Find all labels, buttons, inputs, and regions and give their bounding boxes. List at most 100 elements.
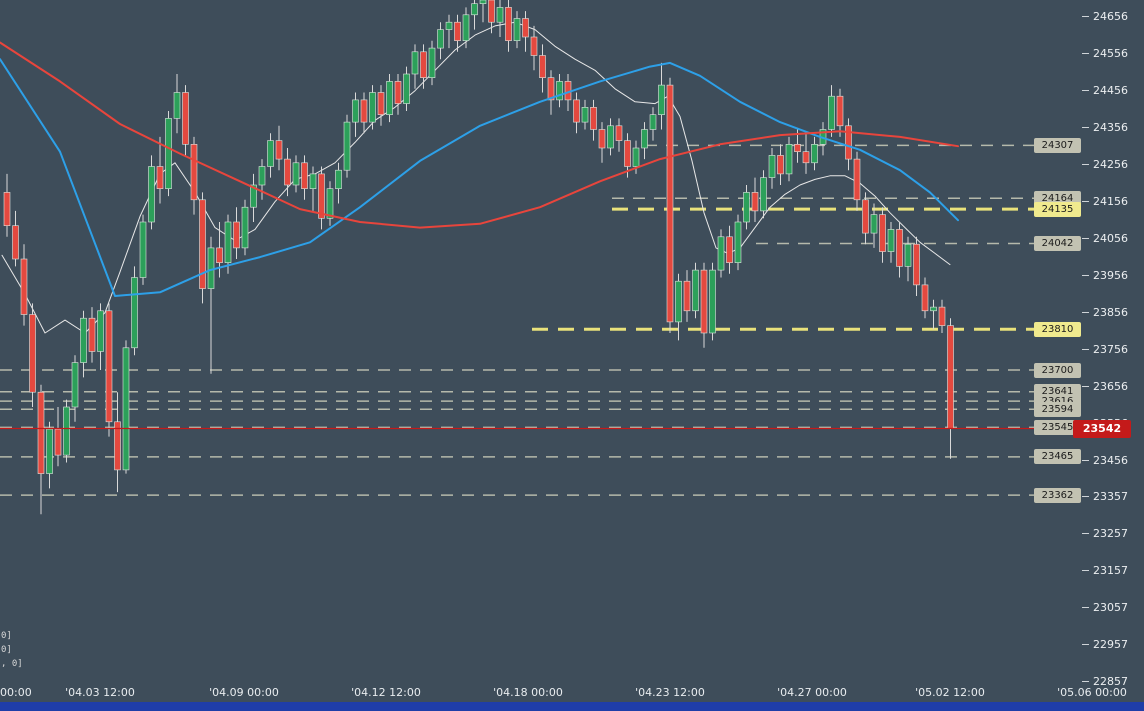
candle-body [46,428,53,474]
candle [156,136,164,204]
candle-body [870,214,878,234]
candle [726,225,733,274]
y-axis-tick [1082,89,1089,91]
candle [428,40,436,86]
candle-body [896,229,903,267]
candle [530,25,538,71]
candle [734,214,742,271]
candle [598,122,606,163]
candle [777,144,784,185]
candle [768,148,776,189]
ma-fast-white [1,21,951,334]
candle-body [743,192,750,223]
y-axis-tick [1082,311,1089,313]
candle-body [156,166,164,190]
y-axis-label: 23756 [1082,342,1128,356]
candle-body [615,125,623,141]
candle [420,44,427,89]
candle-body [54,428,62,456]
candle-body [938,306,946,326]
time-axis-label: '04.03 12:00 [65,686,135,699]
candle [522,11,529,52]
candle-body [488,0,495,23]
candle [879,207,886,263]
candle-body [326,188,334,219]
price-level-label-23545: 23545 [1034,419,1081,435]
candle [717,229,725,278]
candle [309,166,317,211]
candle-body [836,95,844,127]
candle-body [309,173,317,189]
y-axis-label: 23257 [1082,527,1128,541]
indicator-legend-fragment: 0] [1,645,12,655]
candle-body [471,3,478,16]
candle [3,173,11,237]
candle-body [641,129,648,149]
candle [488,0,495,34]
candle-body [216,247,223,263]
candle-body [105,310,113,423]
time-axis-label: 00:00 [0,686,32,699]
y-axis-tick [1082,644,1089,646]
time-axis-label: '04.18 00:00 [493,686,563,699]
y-axis-tick [1082,163,1089,165]
candle [462,7,470,49]
candle [131,266,138,356]
time-axis-label: '05.02 12:00 [915,686,985,699]
candle [615,118,623,152]
candle-body [802,151,810,164]
candle-body [199,199,206,289]
price-level-label-23700: 23700 [1034,362,1081,378]
candle-body [794,144,801,153]
y-axis-label: 24156 [1082,194,1128,208]
candle-body [182,92,189,145]
candle-body [717,236,725,271]
y-axis-tick [1082,237,1089,239]
candle [275,125,283,171]
candle-body [505,7,512,41]
candle [445,14,453,49]
candle-body [760,177,767,212]
candle-body [879,214,886,252]
y-axis-value: 23956 [1093,268,1128,282]
time-axis-label: '04.23 12:00 [635,686,705,699]
candle [870,203,878,248]
y-axis-label: 23456 [1082,453,1128,467]
candle-body [887,229,895,252]
price-level-label-23810: 23810 [1034,321,1081,337]
candle [751,177,759,222]
y-axis-value: 23357 [1093,490,1128,504]
candle-body [581,107,589,123]
candle [743,185,750,230]
time-axis-label: '04.27 00:00 [777,686,847,699]
candle-body [403,73,410,104]
indicator-legend-fragment: 0] [1,631,12,641]
y-axis-tick [1082,570,1089,572]
candle-body [386,81,393,116]
y-axis-value: 24256 [1093,157,1128,171]
candles-layer [3,0,954,515]
candle [343,114,351,178]
candle-body [131,277,138,349]
candle [122,340,130,474]
candle [369,85,376,130]
candle-body [343,121,351,171]
candle-body [658,84,665,115]
y-axis-tick [1082,385,1089,387]
y-axis-label: 23656 [1082,379,1128,393]
candle-body [360,99,368,123]
candle [513,11,521,49]
candle [505,0,512,52]
candle-body [165,118,172,190]
ma-blue [0,58,959,297]
candle-body [20,258,28,315]
candle-body [258,166,266,186]
candle [148,155,155,230]
current-price-label: 23542 [1073,419,1131,438]
price-chart-canvas[interactable] [0,0,1034,702]
y-axis-tick [1082,126,1089,128]
candle [607,118,614,156]
y-axis-tick [1082,200,1089,202]
candle-body [437,29,444,49]
